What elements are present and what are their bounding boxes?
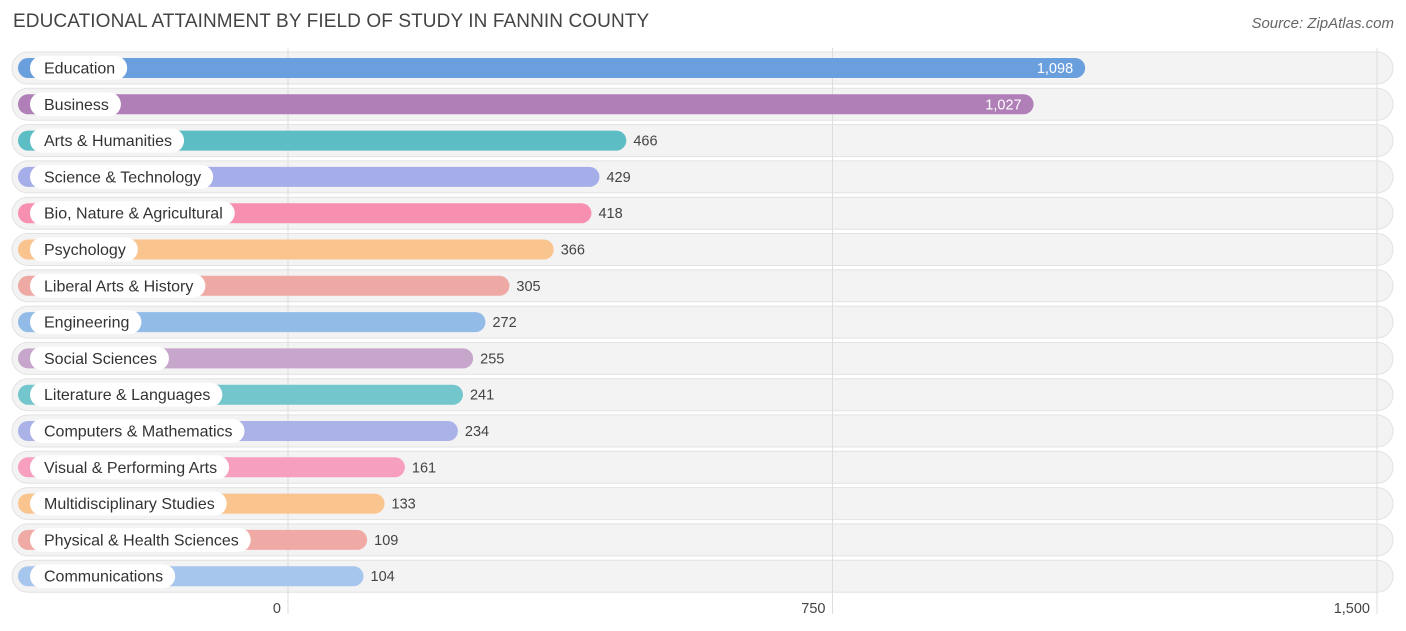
bar xyxy=(18,239,554,260)
category-label-pill xyxy=(30,92,121,117)
value-label: 272 xyxy=(492,315,516,331)
x-tick-label: 1,500 xyxy=(1334,601,1370,617)
category-label: Communications xyxy=(44,569,163,586)
value-label: 366 xyxy=(561,243,585,259)
category-label-pill xyxy=(30,382,223,407)
value-label: 1,098 xyxy=(1037,61,1073,77)
value-label: 234 xyxy=(465,424,489,440)
category-label: Multidisciplinary Studies xyxy=(44,496,215,513)
category-label-pill xyxy=(30,564,176,589)
category-label-pill xyxy=(30,273,206,298)
category-label: Physical & Health Sciences xyxy=(44,532,239,549)
category-label: Bio, Nature & Agricultural xyxy=(44,206,223,223)
category-label: Psychology xyxy=(44,242,126,259)
value-label: 418 xyxy=(598,206,622,222)
category-label: Education xyxy=(44,61,115,78)
bar xyxy=(18,58,1086,78)
category-label: Liberal Arts & History xyxy=(44,278,193,295)
category-label-pill xyxy=(30,201,235,226)
category-label: Visual & Performing Arts xyxy=(44,460,217,477)
category-label-pill xyxy=(30,56,128,80)
category-label-pill xyxy=(30,164,214,189)
category-label-pill xyxy=(30,455,230,480)
category-label: Computers & Mathematics xyxy=(44,424,233,441)
category-label-pill xyxy=(30,346,169,371)
category-label: Arts & Humanities xyxy=(44,133,172,150)
category-label-pill xyxy=(30,128,185,153)
source-note: Source: ZipAtlas.com xyxy=(1251,15,1394,32)
value-label: 104 xyxy=(371,569,395,585)
category-label: Social Sciences xyxy=(44,351,157,368)
category-label-pill xyxy=(30,237,138,262)
value-label: 429 xyxy=(606,170,630,186)
value-label: 133 xyxy=(392,497,416,513)
category-label: Business xyxy=(44,97,109,114)
value-label: 305 xyxy=(516,279,540,295)
value-label: 241 xyxy=(470,388,494,404)
value-label: 1,027 xyxy=(985,97,1021,113)
category-label-pill xyxy=(30,527,251,552)
x-tick-label: 750 xyxy=(801,601,825,617)
category-label-pill xyxy=(30,491,227,516)
category-label: Engineering xyxy=(44,315,129,332)
value-label: 161 xyxy=(412,460,436,476)
category-label-pill xyxy=(30,310,142,335)
chart-title: EDUCATIONAL ATTAINMENT BY FIELD OF STUDY… xyxy=(13,11,650,32)
category-label: Literature & Languages xyxy=(44,387,210,404)
value-label: 255 xyxy=(480,351,504,367)
x-tick-label: 0 xyxy=(273,601,281,617)
value-label: 466 xyxy=(633,134,657,150)
value-label: 109 xyxy=(374,533,398,549)
category-label-pill xyxy=(30,419,245,443)
category-label: Science & Technology xyxy=(44,169,201,186)
bar xyxy=(18,94,1034,115)
